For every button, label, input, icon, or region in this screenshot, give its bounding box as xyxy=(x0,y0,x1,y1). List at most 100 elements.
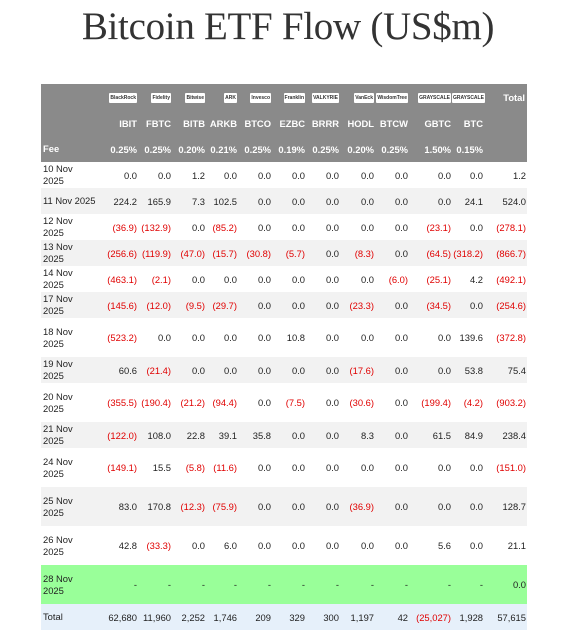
ticker-total-cell xyxy=(484,110,527,136)
flow-cell-gbtc: - xyxy=(409,565,452,604)
flow-cell-gbtc: 0.0 xyxy=(409,188,452,214)
flow-cell-btcw: 0.0 xyxy=(375,357,409,383)
flow-cell-brrr: 0.0 xyxy=(325,221,339,233)
ticker-btco: BTCO xyxy=(238,110,272,136)
flow-cell-btc: 0.0 xyxy=(469,540,483,551)
flow-cell-btco: 0.0 xyxy=(257,397,271,408)
flow-cell-btcw: 0.0 xyxy=(394,332,408,343)
page-title: Bitcoin ETF Flow (US$m) xyxy=(81,5,495,48)
flow-cell-btc: (318.2) xyxy=(452,240,484,266)
total-ibit: 62,680 xyxy=(97,604,138,630)
header-logo-cell: Fidelity xyxy=(138,84,172,110)
flow-cell-ibit: (145.6) xyxy=(97,292,138,318)
flow-cell-gbtc: 5.6 xyxy=(437,540,451,551)
row-total: 75.4 xyxy=(484,357,527,383)
flow-cell-fbtc: 0.0 xyxy=(157,332,171,343)
flow-cell-btco: 0.0 xyxy=(238,188,272,214)
total-row: Total 62,680 11,960 2,252 1,746 209 329 300 1,19… xyxy=(41,604,527,630)
flow-cell-btcw: 0.0 xyxy=(375,292,409,318)
issuer-logo-vaneck: VanEck xyxy=(354,92,374,103)
total-btc: 1,928 xyxy=(452,604,484,630)
flow-cell-ezbc: 0.0 xyxy=(291,462,305,473)
flow-cell-bitb: 0.0 xyxy=(191,332,205,343)
row-date: 13 Nov 2025 xyxy=(41,240,97,266)
issuer-logo-blackrock: BlackRock xyxy=(109,92,137,103)
ticker-gbtc: GBTC xyxy=(409,110,452,136)
row-date: 26 Nov 2025 xyxy=(43,533,73,557)
flow-cell-hodl: 0.0 xyxy=(360,169,374,181)
header-ticker-row: IBIT FBTC BITB ARKB BTCO EZBC BRRR HODL BTCW GBTC… xyxy=(41,110,527,136)
fee-btc: 0.15% xyxy=(452,136,484,162)
flow-cell-btcw: 0.0 xyxy=(394,221,408,233)
flow-cell-hodl: 0.0 xyxy=(360,273,374,285)
flow-cell-ezbc: 0.0 xyxy=(291,221,305,233)
total-bitb: 2,252 xyxy=(172,604,206,630)
row-date: 14 Nov 2025 xyxy=(43,267,73,290)
flow-cell-ezbc: 0.0 xyxy=(272,188,306,214)
flow-cell-brrr: 0.0 xyxy=(325,169,339,181)
row-date: 20 Nov 2025 xyxy=(43,390,73,414)
row-total: (151.0) xyxy=(496,462,526,473)
flow-cell-arkb: (29.7) xyxy=(206,292,238,318)
flow-cell-btcw: - xyxy=(375,565,409,604)
flow-cell-btcw: 0.0 xyxy=(375,422,409,448)
flow-cell-btco: 0.0 xyxy=(257,273,271,285)
issuer-logo-fidelity: Fidelity xyxy=(151,92,171,103)
flow-cell-gbtc: (34.5) xyxy=(409,292,452,318)
issuer-logo-bitwise: Bitwise xyxy=(185,92,205,103)
flow-cell-bitb: 22.8 xyxy=(172,422,206,448)
flow-cell-fbtc: - xyxy=(138,565,172,604)
flow-cell-hodl: 8.3 xyxy=(340,422,375,448)
flow-cell-ezbc: 0.0 xyxy=(272,292,306,318)
ticker-btc: BTC xyxy=(452,110,484,136)
flow-cell-btc: (4.2) xyxy=(463,397,483,408)
header-logo-cell: Invesco xyxy=(238,84,272,110)
flow-cell-brrr: 0.0 xyxy=(306,240,340,266)
fee-hodl: 0.20% xyxy=(340,136,375,162)
flow-cell-hodl: 0.0 xyxy=(340,188,375,214)
flow-cell-btco: 0.0 xyxy=(238,292,272,318)
total-fbtc: 11,960 xyxy=(138,604,172,630)
header-total-cell: Total xyxy=(484,84,527,110)
flow-cell-hodl: 0.0 xyxy=(360,332,374,343)
fee-btco: 0.25% xyxy=(238,136,272,162)
flow-cell-btcw: 0.0 xyxy=(394,540,408,551)
flow-cell-bitb: 7.3 xyxy=(172,188,206,214)
flow-cell-hodl: (8.3) xyxy=(340,240,375,266)
row-date: 18 Nov 2025 xyxy=(43,325,73,349)
flow-cell-btco: 0.0 xyxy=(257,221,271,233)
table-row: 11 Nov 2025 224.2 165.9 7.3 102.5 0.0 0.0 0.0 0.… xyxy=(41,188,527,214)
row-total: 0.0 xyxy=(484,565,527,604)
flow-cell-ibit: (256.6) xyxy=(97,240,138,266)
row-date: 28 Nov 2025 xyxy=(41,565,97,604)
total-header: Total xyxy=(503,92,525,103)
flow-cell-btcw: (6.0) xyxy=(388,273,408,285)
flow-cell-brrr: 0.0 xyxy=(325,462,339,473)
flow-cell-gbtc: 0.0 xyxy=(437,332,451,343)
flow-cell-btc: 0.0 xyxy=(469,462,483,473)
total-ezbc: 329 xyxy=(272,604,306,630)
table-row: 18 Nov 2025 (523.2) 0.0 0.0 0.0 0.0 10.8 0.0 0.0… xyxy=(41,318,527,357)
total-hodl: 1,197 xyxy=(340,604,375,630)
row-date: 24 Nov 2025 xyxy=(43,455,73,479)
flow-cell-btc: 0.0 xyxy=(452,292,484,318)
flow-cell-arkb: 102.5 xyxy=(206,188,238,214)
fee-bitb: 0.20% xyxy=(172,136,206,162)
fee-brrr: 0.25% xyxy=(306,136,340,162)
table-row: 13 Nov 2025 (256.6) (119.9) (47.0) (15.7) (30… xyxy=(41,240,527,266)
flow-cell-arkb: 0.0 xyxy=(223,332,237,343)
flow-cell-arkb: (94.4) xyxy=(212,397,238,408)
flow-cell-gbtc: 0.0 xyxy=(409,357,452,383)
flow-cell-fbtc: 170.8 xyxy=(138,487,172,526)
row-date: 12 Nov 2025 xyxy=(43,215,73,238)
flow-cell-gbtc: (199.4) xyxy=(421,397,451,408)
flow-cell-fbtc: 0.0 xyxy=(157,169,171,181)
row-total: 21.1 xyxy=(507,540,526,551)
fee-arkb: 0.21% xyxy=(206,136,238,162)
flow-cell-btco: 0.0 xyxy=(257,540,271,551)
flow-cell-brrr: 0.0 xyxy=(325,273,339,285)
issuer-logo-invesco: Invesco xyxy=(250,92,271,103)
table-row: 20 Nov 2025 (355.5) (190.4) (21.2) (94.4) 0.0… xyxy=(41,383,527,422)
flow-cell-hodl: (30.6) xyxy=(349,397,375,408)
flow-cell-hodl: - xyxy=(340,565,375,604)
